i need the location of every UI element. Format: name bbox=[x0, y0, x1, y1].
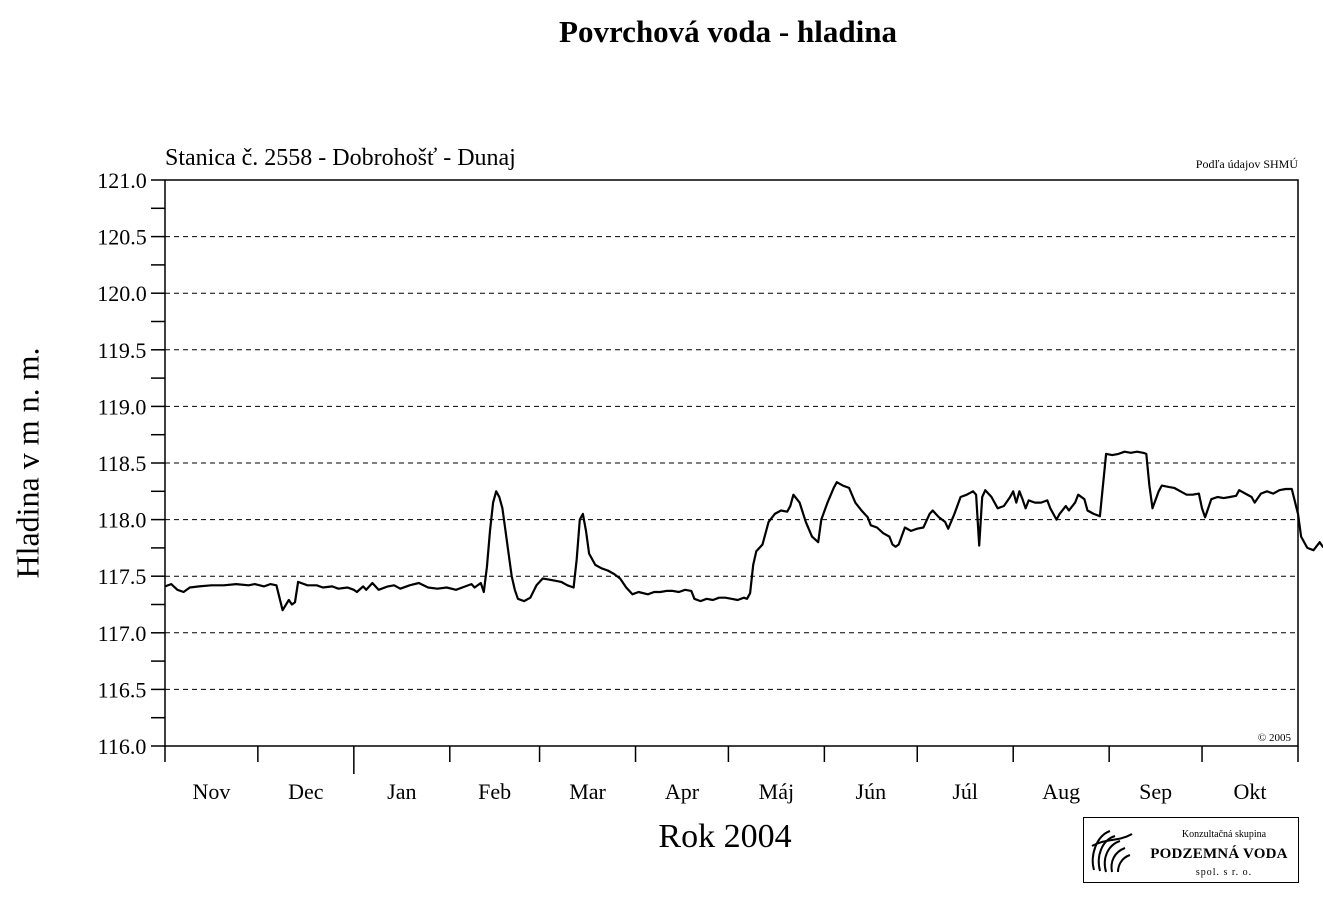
y-tick-label: 118.5 bbox=[98, 451, 147, 476]
y-tick-label: 119.5 bbox=[98, 338, 147, 363]
y-tick-label: 116.0 bbox=[98, 734, 147, 759]
source-note: Podľa údajov SHMÚ bbox=[1195, 157, 1298, 171]
x-month-label: Sep bbox=[1139, 779, 1172, 804]
x-month-label: Apr bbox=[665, 779, 700, 804]
x-month-label: Jan bbox=[387, 779, 416, 804]
logo-line-group: Konzultačná skupina bbox=[1181, 829, 1267, 840]
x-month-label: Okt bbox=[1234, 779, 1267, 804]
x-month-label: Mar bbox=[569, 779, 606, 804]
x-month-label: Nov bbox=[192, 779, 230, 804]
y-axis: 116.0 116.5 117.0 117.5 118.0 118.5 119.0 119.5… bbox=[97, 168, 165, 759]
y-tick-label: 119.0 bbox=[98, 394, 147, 419]
company-logo: Konzultačná skupina PODZEMNÁ VODA spol. … bbox=[1083, 817, 1299, 883]
logo-line-legal: spol. s r. o. bbox=[1195, 867, 1253, 878]
x-month-label: Máj bbox=[759, 779, 794, 804]
y-tick-label: 120.5 bbox=[97, 225, 147, 250]
water-level-line bbox=[164, 450, 1323, 612]
x-month-label: Júl bbox=[952, 779, 978, 804]
y-tick-label: 116.5 bbox=[98, 677, 147, 702]
chart-title: Povrchová voda - hladina bbox=[559, 14, 897, 49]
gridlines bbox=[165, 236, 1298, 690]
y-tick-label: 120.0 bbox=[97, 281, 147, 306]
x-month-label: Jún bbox=[856, 779, 887, 804]
y-tick-label: 118.0 bbox=[98, 508, 147, 533]
y-tick-label: 117.5 bbox=[98, 564, 147, 589]
logo-line-name: PODZEMNÁ VODA bbox=[1150, 846, 1288, 862]
y-tick-label: 117.0 bbox=[98, 621, 147, 646]
x-month-label: Dec bbox=[288, 779, 324, 804]
copyright-note: © 2005 bbox=[1258, 732, 1292, 744]
x-axis: Nov Dec Jan Feb Mar Apr Máj Jún Júl Aug Sep Okt bbox=[164, 746, 1299, 804]
y-tick-label: 121.0 bbox=[97, 168, 147, 193]
x-axis-label: Rok 2004 bbox=[658, 818, 792, 855]
x-month-label: Aug bbox=[1042, 779, 1080, 804]
station-subtitle: Stanica č. 2558 - Dobrohošť - Dunaj bbox=[165, 145, 516, 171]
x-month-label: Feb bbox=[478, 779, 511, 804]
water-wave-logo-icon bbox=[1091, 830, 1133, 873]
